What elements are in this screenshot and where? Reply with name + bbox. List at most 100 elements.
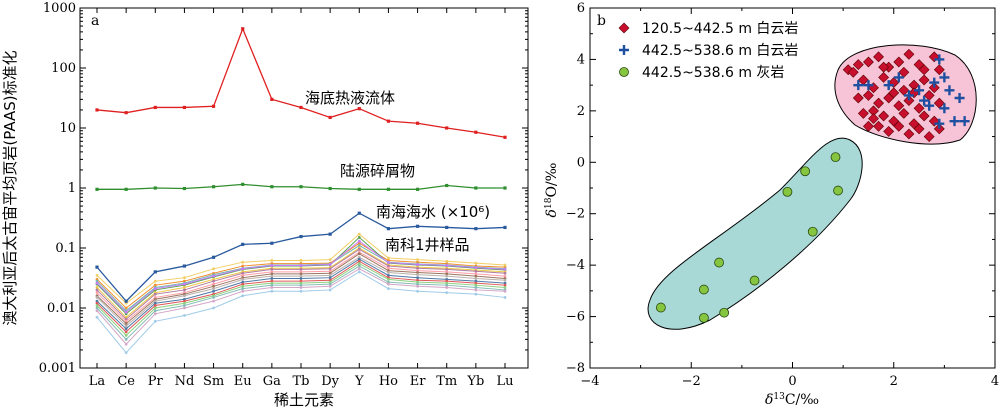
dolomite-lower-point	[929, 77, 940, 88]
limestone-point	[699, 284, 709, 295]
series-point	[153, 105, 157, 110]
y-tick-label: 1	[68, 181, 76, 196]
series-point	[299, 105, 303, 110]
sample-point	[183, 279, 186, 283]
series-point	[328, 186, 332, 191]
sample-point	[299, 264, 303, 267]
sample-point	[241, 260, 245, 264]
sample-point	[270, 283, 274, 287]
sample-point	[387, 282, 390, 286]
dolomite-upper-point	[873, 97, 884, 109]
sample-point	[153, 297, 157, 301]
dolomite-upper-point	[903, 48, 915, 60]
sample-point	[416, 273, 419, 277]
sample-point	[212, 289, 215, 293]
sample-point	[416, 266, 419, 270]
dolomite-upper-point	[873, 51, 884, 63]
sample-point	[212, 279, 215, 283]
limestone-point	[699, 312, 709, 323]
sample-point	[95, 301, 99, 305]
dolomite-upper-point	[918, 110, 930, 122]
dolomite-upper-point	[933, 64, 945, 76]
y-tick-label: 1000	[43, 1, 76, 16]
x-tick-label: La	[89, 374, 106, 389]
sample-point	[445, 267, 449, 271]
sample-point	[387, 266, 390, 270]
x-tick-label: Eu	[234, 374, 252, 389]
x-tick-label: Tm	[436, 374, 457, 389]
dolomite-lower-point	[939, 103, 950, 114]
series-point	[124, 187, 128, 191]
sample-point	[183, 286, 186, 289]
panel-a: a La Ce Pr Nd Sm Eu Ga Tb Dy Y Ho Er Tm Yb Lu 0.001 0.01…	[1, 1, 529, 409]
sample-point	[124, 327, 128, 331]
dolomite-upper-point	[923, 131, 935, 142]
sample-point	[416, 258, 419, 262]
sample-point	[474, 261, 478, 265]
sample-point	[241, 271, 245, 275]
series-point	[474, 130, 478, 134]
series-point	[415, 187, 420, 191]
sample-point	[328, 258, 332, 262]
sample-point	[474, 279, 478, 283]
sample-point	[503, 263, 507, 267]
sample-point	[387, 287, 390, 291]
series-point	[415, 121, 420, 125]
sample-point	[387, 261, 390, 265]
sample-point	[503, 283, 507, 287]
dolomite-lower-point	[903, 90, 914, 101]
sample-point	[124, 351, 128, 355]
sample-point	[241, 267, 245, 271]
panel-a-ticks: La Ce Pr Nd Sm Eu Ga Tb Dy Y Ho Er Tm Yb Lu 0.001 0.01 0.…	[39, 1, 528, 389]
dolomite-upper-point	[928, 82, 940, 94]
sample-point	[357, 257, 361, 261]
label-hydrothermal: 海底热液流体	[305, 89, 395, 107]
y-tick-label: 6	[577, 1, 585, 16]
series-point	[445, 183, 449, 188]
sample-point	[124, 330, 128, 334]
sample-point	[270, 274, 274, 278]
sample-point	[474, 288, 478, 292]
series-point	[270, 241, 274, 245]
dolomite-lower-point	[959, 116, 970, 127]
dolomite-upper-point	[852, 59, 864, 70]
limestone-point	[833, 185, 843, 196]
y-tick-label: 0	[577, 155, 585, 170]
label-seawater: 南海海水 (×10⁶)	[376, 203, 490, 221]
sample-point	[299, 289, 303, 293]
sample-point	[416, 284, 419, 288]
sample-point	[328, 269, 332, 273]
sample-point	[357, 232, 361, 236]
sample-point	[270, 289, 274, 293]
dolomite-lower-point	[919, 95, 930, 106]
dolomite-upper-point	[878, 72, 890, 83]
dolomite-upper-point	[888, 87, 900, 99]
limestone-point	[830, 152, 841, 163]
limestone-point	[719, 307, 730, 318]
sample-point	[503, 289, 507, 293]
sample-point	[299, 272, 303, 276]
sample-point	[445, 274, 449, 278]
series-point	[270, 97, 274, 101]
series-point	[241, 182, 245, 186]
series-point	[445, 225, 449, 230]
sample-point	[328, 271, 332, 275]
series-point	[328, 115, 332, 120]
series-point	[357, 107, 361, 111]
sample-point	[241, 273, 245, 277]
sample-point	[183, 276, 186, 280]
sample-point	[241, 294, 245, 298]
legend-circle-icon	[619, 67, 629, 77]
limestone-point	[655, 302, 666, 313]
sample-point	[95, 291, 99, 295]
series-point	[153, 186, 157, 190]
sample-point	[95, 309, 99, 313]
y-tick-label: −2	[566, 207, 585, 222]
limestone-point	[807, 226, 818, 237]
dolomite-upper-point	[878, 110, 890, 122]
sample-point	[241, 282, 245, 286]
x-tick-label: 4	[991, 374, 999, 389]
sample-point	[416, 271, 419, 274]
sample-point	[474, 286, 478, 289]
